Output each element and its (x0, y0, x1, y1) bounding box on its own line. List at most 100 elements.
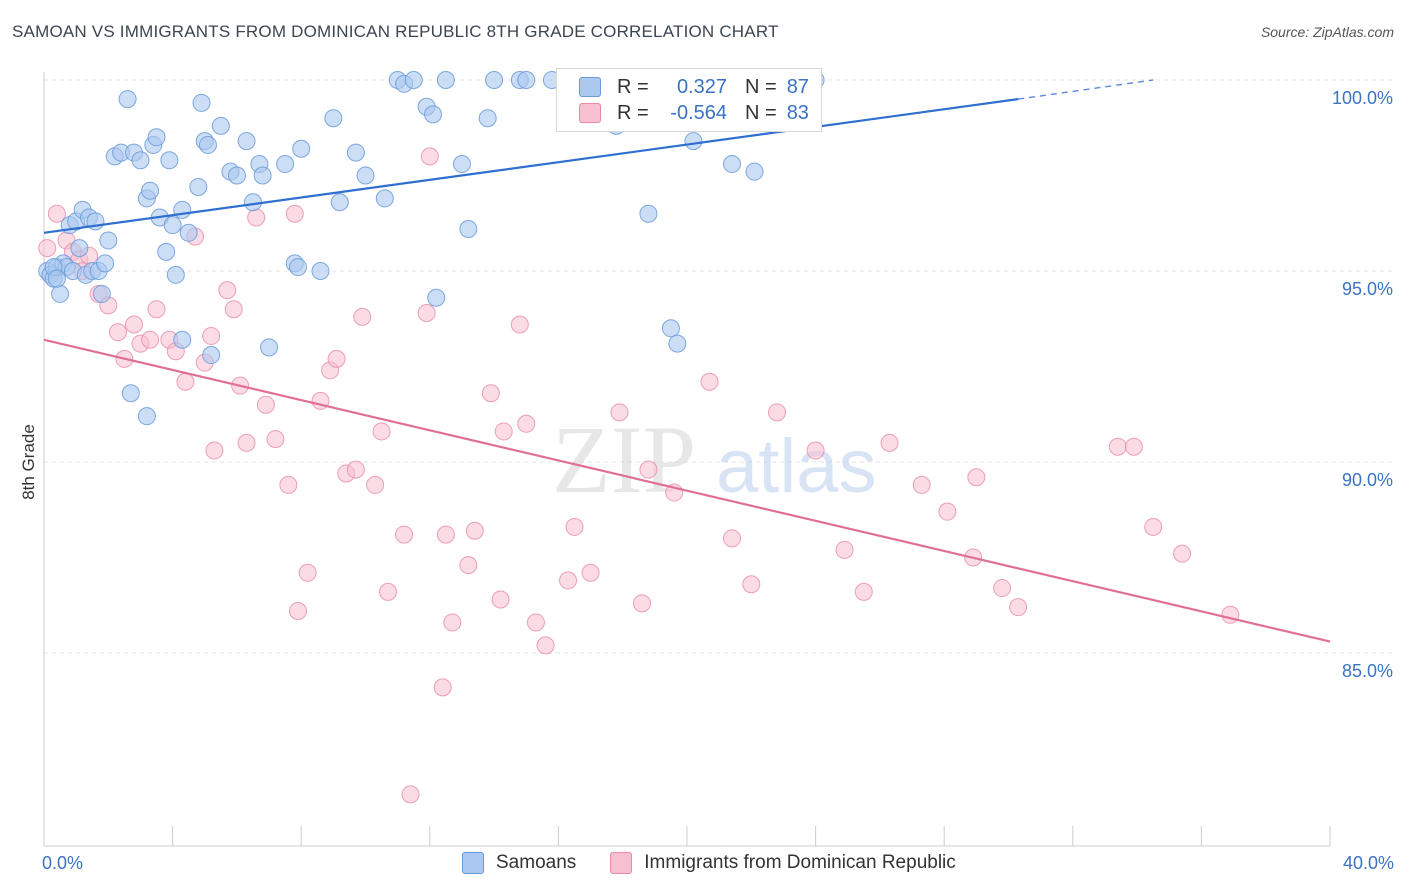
data-point-immigrants (47, 204, 66, 223)
data-point-immigrants (854, 582, 873, 601)
data-point-immigrants (401, 785, 420, 804)
n-value-immigrants: 83 (786, 101, 809, 124)
data-point-immigrants (266, 430, 285, 449)
data-point-immigrants (581, 563, 600, 582)
data-point-samoans (173, 200, 192, 219)
trend-line-samoans (43, 98, 1019, 234)
data-point-immigrants (141, 330, 160, 349)
data-point-immigrants (491, 590, 510, 609)
data-point-samoans (157, 242, 176, 261)
data-point-samoans (459, 219, 478, 238)
data-point-samoans (684, 132, 703, 151)
data-point-samoans (517, 71, 536, 89)
data-point-immigrants (967, 468, 986, 487)
y-axis-label: 8th Grade (19, 424, 38, 500)
data-point-samoans (173, 330, 192, 349)
axes (43, 72, 1331, 847)
data-point-samoans (179, 223, 198, 242)
data-point-immigrants (1173, 544, 1192, 563)
data-point-samoans (668, 334, 687, 353)
series-legend: Samoans Immigrants from Dominican Republ… (462, 852, 990, 874)
data-point-immigrants (205, 441, 224, 460)
data-point-samoans (723, 155, 742, 174)
data-point-samoans (452, 155, 471, 174)
data-point-immigrants (459, 556, 478, 575)
data-point-immigrants (565, 517, 584, 536)
data-point-immigrants (237, 433, 256, 452)
data-point-samoans (166, 265, 185, 284)
data-point-immigrants (436, 525, 455, 544)
y-tick-label: 85.0% (1342, 661, 1393, 681)
data-point-immigrants (559, 571, 578, 590)
data-point-immigrants (224, 300, 243, 319)
legend-row-immigrants: R = -0.564 N = 83 (579, 100, 809, 126)
data-point-immigrants (327, 349, 346, 368)
data-point-immigrants (108, 323, 127, 342)
data-point-immigrants (510, 315, 529, 334)
data-point-samoans (324, 109, 343, 128)
data-point-samoans (227, 166, 246, 185)
r-value-samoans: 0.327 (676, 75, 727, 98)
data-point-samoans (330, 193, 349, 212)
data-point-immigrants (147, 300, 166, 319)
data-point-immigrants (632, 594, 651, 613)
trend-lines (43, 79, 1331, 643)
legend-item-immigrants[interactable]: Immigrants from Dominican Republic (610, 852, 956, 874)
data-point-immigrants (536, 636, 555, 655)
data-point-samoans (211, 116, 230, 135)
data-point-immigrants (379, 582, 398, 601)
chart-title: SAMOAN VS IMMIGRANTS FROM DOMINICAN REPU… (12, 22, 779, 41)
data-point-immigrants (742, 575, 761, 594)
data-point-samoans (141, 181, 160, 200)
data-point-immigrants (1221, 605, 1240, 624)
data-point-samoans (192, 93, 211, 112)
y-tick-label: 100.0% (1332, 88, 1393, 108)
series-immigrants-points (38, 147, 1240, 804)
legend-swatch-blue (579, 77, 601, 97)
y-tick-label: 90.0% (1342, 470, 1393, 490)
data-point-immigrants (279, 475, 298, 494)
data-point-samoans (276, 155, 295, 174)
data-point-samoans (288, 258, 307, 277)
data-point-samoans (160, 151, 179, 170)
data-point-immigrants (202, 326, 221, 345)
data-point-immigrants (912, 475, 931, 494)
data-point-samoans (147, 128, 166, 147)
data-point-immigrants (700, 372, 719, 391)
data-point-samoans (99, 231, 118, 250)
data-point-immigrants (366, 475, 385, 494)
data-point-immigrants (125, 315, 144, 334)
data-point-immigrants (1009, 598, 1028, 617)
data-point-samoans (70, 239, 89, 258)
data-point-samoans (346, 143, 365, 162)
data-point-immigrants (1124, 437, 1143, 456)
data-point-samoans (427, 288, 446, 307)
n-value-samoans: 87 (786, 75, 809, 98)
data-point-immigrants (723, 529, 742, 548)
data-point-immigrants (610, 403, 629, 422)
r-label: R = (617, 101, 649, 124)
data-point-immigrants (395, 525, 414, 544)
data-point-samoans (478, 109, 497, 128)
data-point-immigrants (417, 304, 436, 323)
r-value-immigrants: -0.564 (670, 101, 727, 124)
trend-line-samoans-extension (1018, 79, 1154, 100)
source-label: Source: ZipAtlas.com (1260, 24, 1394, 40)
data-point-samoans (485, 71, 504, 89)
data-point-immigrants (639, 460, 658, 479)
data-point-immigrants (443, 613, 462, 632)
legend-item-samoans[interactable]: Samoans (462, 852, 576, 874)
data-point-immigrants (806, 441, 825, 460)
data-point-immigrants (494, 422, 513, 441)
data-point-samoans (253, 166, 272, 185)
data-point-immigrants (526, 613, 545, 632)
y-tick-label: 95.0% (1342, 279, 1393, 299)
data-point-samoans (163, 216, 182, 235)
data-point-immigrants (346, 460, 365, 479)
data-point-immigrants (38, 239, 57, 258)
data-point-immigrants (938, 502, 957, 521)
data-point-immigrants (285, 204, 304, 223)
data-point-samoans (311, 262, 330, 280)
data-point-immigrants (768, 403, 787, 422)
data-point-immigrants (247, 208, 266, 227)
